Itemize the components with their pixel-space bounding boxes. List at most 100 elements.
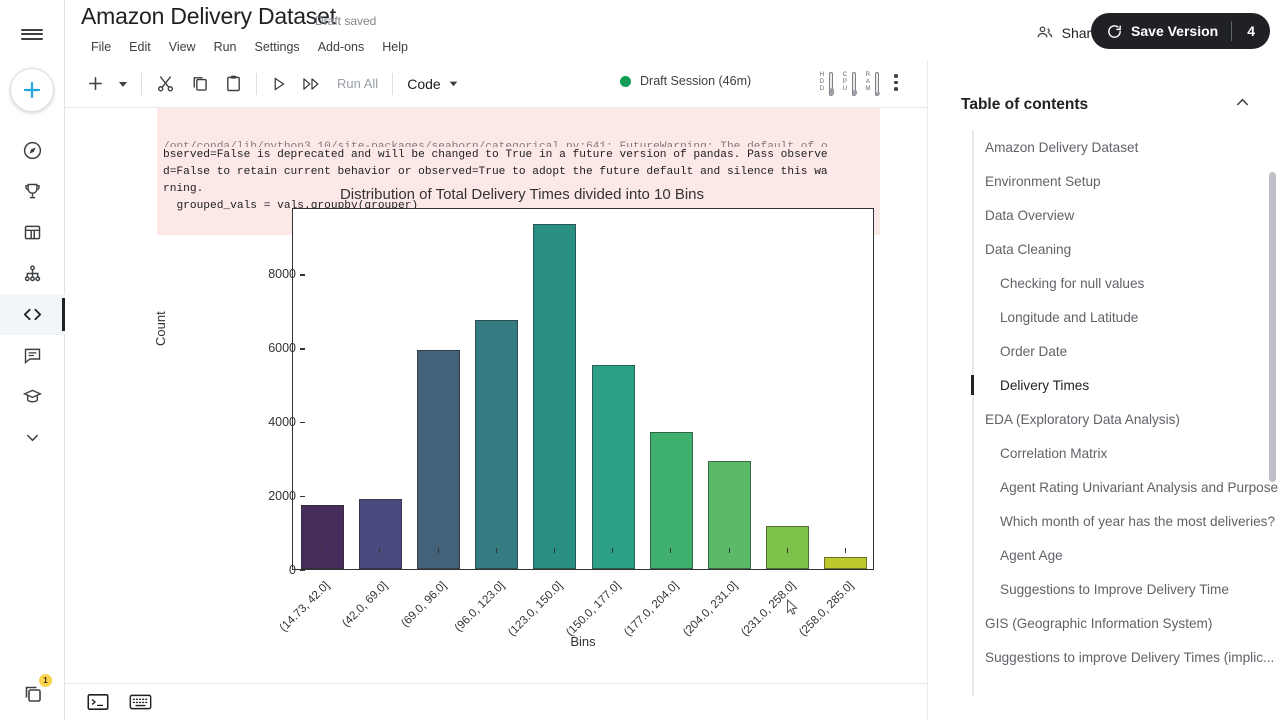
share-button[interactable]: Share xyxy=(1027,19,1107,46)
toc-item[interactable]: Suggestions to Improve Delivery Time xyxy=(928,572,1280,606)
chart-bar xyxy=(591,364,635,569)
run-cell-button[interactable] xyxy=(263,68,295,100)
plus-icon xyxy=(88,77,102,90)
toc-item-label: Data Overview xyxy=(985,207,1075,223)
chart-xtick-mark xyxy=(321,548,323,553)
notebook-canvas[interactable]: /opt/conda/lib/python3.10/site-packages/… xyxy=(65,108,927,683)
add-cell-button[interactable] xyxy=(79,68,111,100)
toc-item[interactable]: Which month of year has the most deliver… xyxy=(928,504,1280,538)
chart-ytick-label: 0 xyxy=(289,563,296,577)
chart-bar xyxy=(533,223,577,569)
menu-addons[interactable]: Add-ons xyxy=(317,40,365,54)
table-icon xyxy=(24,225,40,240)
toc-item[interactable]: Delivery Times xyxy=(928,368,1280,402)
chart-ytick-label: 8000 xyxy=(268,267,296,282)
toc-header: Table of contents xyxy=(928,88,1280,122)
toc-item[interactable]: Order Date xyxy=(928,334,1280,368)
mouse-cursor xyxy=(787,599,798,615)
trophy-icon xyxy=(24,183,40,199)
toc-item-label: Delivery Times xyxy=(1000,377,1090,393)
sidebar-notifications[interactable]: 1 xyxy=(0,674,65,706)
meter-ram-bar xyxy=(875,72,880,96)
session-status[interactable]: Draft Session (46m) xyxy=(620,74,751,88)
more-options-icon[interactable] xyxy=(885,74,907,91)
copy-button[interactable] xyxy=(182,68,216,100)
menu-view[interactable]: View xyxy=(168,40,196,54)
toc-scrollbar[interactable] xyxy=(1269,172,1276,482)
models-icon xyxy=(24,265,40,282)
add-cell-dropdown[interactable] xyxy=(111,68,135,100)
left-sidebar: 1 xyxy=(0,0,65,720)
run-all-icon-button[interactable] xyxy=(295,68,329,100)
meter-ram-letter: R xyxy=(865,72,871,78)
table-of-contents-panel: Table of contents Amazon Delivery Datase… xyxy=(927,60,1280,720)
toc-item-label: Suggestions to improve Delivery Times (i… xyxy=(985,649,1275,665)
people-icon xyxy=(1037,26,1052,38)
sidebar-item-discussions[interactable] xyxy=(0,335,65,376)
sidebar-item-explore[interactable] xyxy=(0,130,65,171)
chart-bar xyxy=(649,432,693,569)
toc-item-label: GIS (Geographic Information System) xyxy=(985,615,1213,631)
meter-hdd-letter: D xyxy=(819,86,825,93)
chart-ytick-mark xyxy=(300,570,305,572)
toc-item[interactable]: Data Cleaning xyxy=(928,232,1280,266)
toc-item-label: Checking for null values xyxy=(1000,275,1145,291)
toc-item[interactable]: Checking for null values xyxy=(928,266,1280,300)
toc-item[interactable]: Amazon Delivery Dataset xyxy=(928,130,1280,164)
meter-cpu-letter: C xyxy=(842,72,848,78)
sidebar-item-competitions[interactable] xyxy=(0,171,65,212)
cut-button[interactable] xyxy=(148,68,182,100)
toc-item[interactable]: Correlation Matrix xyxy=(928,436,1280,470)
create-new-button[interactable] xyxy=(10,68,54,112)
run-all-button[interactable]: Run All xyxy=(337,76,379,91)
console-button[interactable] xyxy=(87,693,109,711)
toc-item[interactable]: Agent Age xyxy=(928,538,1280,572)
toolbar-divider xyxy=(256,72,257,95)
toc-collapse-button[interactable] xyxy=(1233,93,1252,117)
menu-settings[interactable]: Settings xyxy=(254,40,300,54)
chart-bar xyxy=(416,350,461,569)
chart-bar xyxy=(300,505,344,569)
menu-file[interactable]: File xyxy=(91,40,112,54)
toc-item[interactable]: Data Overview xyxy=(928,198,1280,232)
meter-hdd-letter: D xyxy=(819,79,825,86)
paste-button[interactable] xyxy=(216,68,250,100)
keyboard-shortcuts-button[interactable] xyxy=(129,693,152,711)
sidebar-item-models[interactable] xyxy=(0,253,65,294)
hamburger-menu-icon[interactable] xyxy=(14,16,50,52)
chart-xtick-mark xyxy=(670,548,672,553)
menu-run[interactable]: Run xyxy=(213,40,237,54)
toc-item[interactable]: Agent Rating Univariant Analysis and Pur… xyxy=(928,470,1280,504)
session-status-dot xyxy=(620,75,631,87)
save-version-button[interactable]: Save Version 4 xyxy=(1091,13,1270,49)
toc-indent-rail xyxy=(972,130,974,696)
sidebar-item-code[interactable] xyxy=(0,294,65,335)
toc-item[interactable]: Environment Setup xyxy=(928,164,1280,198)
chart-xtick-mark xyxy=(786,548,788,553)
toc-item[interactable]: Suggestions to improve Delivery Times (i… xyxy=(928,640,1280,674)
menu-edit[interactable]: Edit xyxy=(129,40,151,54)
toc-item[interactable]: GIS (Geographic Information System) xyxy=(928,606,1280,640)
cell-type-dropdown[interactable]: Code xyxy=(399,72,467,96)
toc-title: Table of contents xyxy=(961,96,1089,113)
chart-ytick-mark xyxy=(300,422,305,424)
sidebar-item-learn[interactable] xyxy=(0,376,65,417)
chart-ytick-label: 4000 xyxy=(268,415,296,430)
scissors-icon xyxy=(157,76,173,92)
chart-xtick-mark xyxy=(728,548,730,553)
meter-cpu-bar xyxy=(852,72,857,96)
chart-ytick-mark xyxy=(300,348,305,350)
save-version-label: Save Version xyxy=(1131,23,1219,39)
histogram-chart: Distribution of Total Delivery Times div… xyxy=(153,186,887,676)
cell-type-label: Code xyxy=(407,75,441,92)
chart-plot-area xyxy=(292,208,874,570)
sidebar-item-datasets[interactable] xyxy=(0,212,65,253)
toc-item[interactable]: EDA (Exploratory Data Analysis) xyxy=(928,402,1280,436)
sidebar-item-more[interactable] xyxy=(0,417,65,458)
menu-help[interactable]: Help xyxy=(382,40,408,54)
meter-hdd-bar xyxy=(829,72,834,96)
toc-item[interactable]: Longitude and Latitude xyxy=(928,300,1280,334)
